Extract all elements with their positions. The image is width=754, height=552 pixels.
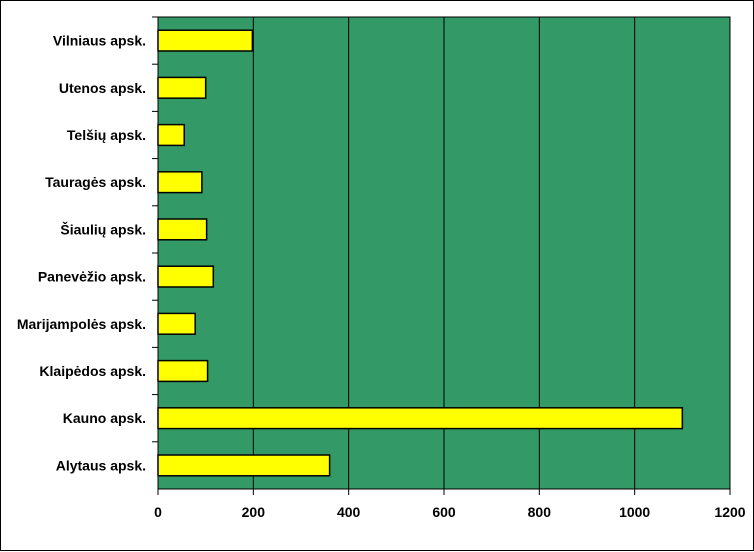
category-labels: Vilniaus apsk. Utenos apsk. Telšių apsk. Ta… bbox=[17, 16, 158, 473]
bar-5 bbox=[157, 265, 215, 288]
x-tick-label: 800 bbox=[528, 504, 552, 520]
category-label: Tauragės apsk. bbox=[45, 174, 146, 190]
category-label: Marijampolės apsk. bbox=[17, 316, 146, 332]
bars bbox=[157, 29, 684, 477]
bar-8 bbox=[157, 407, 684, 430]
category-label: Šiaulių apsk. bbox=[60, 220, 146, 237]
category-label: Utenos apsk. bbox=[59, 80, 146, 96]
category-label: Telšių apsk. bbox=[67, 127, 146, 143]
category-label: Klaipėdos apsk. bbox=[39, 363, 146, 379]
x-tick-label: 1000 bbox=[619, 504, 650, 520]
x-tick-label: 0 bbox=[154, 504, 162, 520]
category-label: Alytaus apsk. bbox=[56, 457, 146, 473]
bar-0 bbox=[157, 29, 254, 52]
category-label: Kauno apsk. bbox=[63, 410, 146, 426]
x-tick-labels: 0 200 400 600 800 1000 1200 bbox=[154, 489, 746, 520]
x-tick-label: 200 bbox=[242, 504, 266, 520]
bar-3 bbox=[157, 171, 203, 194]
bar-2 bbox=[157, 123, 185, 147]
bar-1 bbox=[157, 76, 207, 99]
x-tick-label: 1200 bbox=[714, 504, 745, 520]
category-label: Vilniaus apsk. bbox=[53, 33, 146, 49]
category-label: Panevėžio apsk. bbox=[38, 269, 146, 285]
x-tick-label: 400 bbox=[337, 504, 361, 520]
bar-6 bbox=[157, 312, 196, 335]
bar-4 bbox=[157, 218, 208, 241]
bar-9 bbox=[157, 454, 331, 477]
x-tick-label: 600 bbox=[432, 504, 456, 520]
bar-7 bbox=[157, 359, 209, 383]
